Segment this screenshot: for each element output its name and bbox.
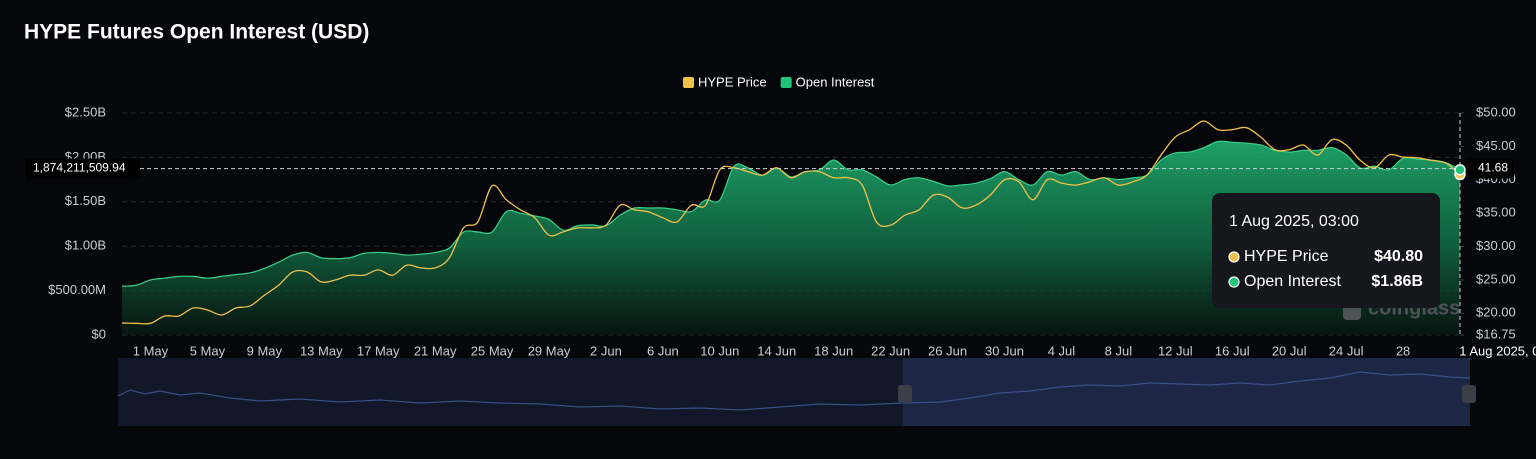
tooltip-title: 1 Aug 2025, 03:00 bbox=[1229, 213, 1359, 230]
x-tick-label: 6 Jun bbox=[647, 343, 679, 358]
y2-tick-label: $25.00 bbox=[1476, 271, 1516, 286]
x-tick-label: 17 May bbox=[357, 343, 400, 358]
x-tick-label: 25 May bbox=[471, 343, 514, 358]
overlay: 1 Aug 2025, 03:00coinglass1,874,211,509.… bbox=[26, 113, 1536, 358]
navigator-window[interactable] bbox=[903, 358, 1470, 426]
y2-tick-label: $30.00 bbox=[1476, 238, 1516, 253]
hover-point bbox=[1454, 164, 1466, 176]
tooltip-series-name: Open Interest bbox=[1244, 273, 1342, 290]
x-tick-label: 8 Jul bbox=[1105, 343, 1133, 358]
tooltip-value: $1.86B bbox=[1371, 273, 1423, 290]
crosshair-y2-box bbox=[1468, 158, 1514, 179]
x-tick-label: 30 Jun bbox=[985, 343, 1024, 358]
x-tick-label: 10 Jun bbox=[700, 343, 739, 358]
tooltip-dot bbox=[1228, 276, 1240, 288]
open-interest-area bbox=[122, 141, 1460, 335]
x-tick-label: 12 Jul bbox=[1158, 343, 1193, 358]
y2-tick-label: $45.00 bbox=[1476, 138, 1516, 153]
chart-title: HYPE Futures Open Interest (USD) bbox=[24, 21, 369, 44]
x-tick-label: 29 May bbox=[528, 343, 571, 358]
y-tick-label: $0 bbox=[92, 326, 106, 341]
x-tick-label: 16 Jul bbox=[1215, 343, 1250, 358]
plot-area bbox=[121, 120, 1461, 335]
y2-tick-label: $20.00 bbox=[1476, 305, 1516, 320]
x-tick-label: 1 May bbox=[133, 343, 169, 358]
tooltip-series-name: HYPE Price bbox=[1244, 248, 1329, 265]
navigator-handle[interactable] bbox=[1462, 385, 1476, 403]
tooltip-dot bbox=[1228, 251, 1240, 263]
legend-label[interactable]: Open Interest bbox=[796, 74, 875, 89]
legend-swatch[interactable] bbox=[683, 77, 694, 88]
x-tick-label: 26 Jun bbox=[928, 343, 967, 358]
y2-tick-label: $50.00 bbox=[1476, 104, 1516, 119]
open-interest-line bbox=[121, 140, 1461, 287]
tooltip-value: $40.80 bbox=[1374, 248, 1423, 265]
x-tick-label: 20 Jul bbox=[1272, 343, 1307, 358]
crosshair-y-label: 1,874,211,509.94 bbox=[33, 161, 126, 175]
x-tick-label: 13 May bbox=[300, 343, 343, 358]
x-tick-label: 5 May bbox=[190, 343, 226, 358]
navigator bbox=[117, 358, 1476, 426]
y2-tick-label: $35.00 bbox=[1476, 205, 1516, 220]
navigator-handle[interactable] bbox=[898, 385, 912, 403]
crosshair-y-box bbox=[26, 158, 140, 179]
y-tick-label: $1.50B bbox=[65, 193, 106, 208]
x-tick-label: 9 May bbox=[247, 343, 283, 358]
x-tick-label: 22 Jun bbox=[871, 343, 910, 358]
x-tick-label: 24 Jul bbox=[1329, 343, 1364, 358]
legend-label[interactable]: HYPE Price bbox=[698, 74, 767, 89]
crosshair-x-label: 1 Aug 2025, 03:00 bbox=[1459, 343, 1536, 358]
tooltip bbox=[1212, 193, 1440, 308]
x-tick-label: 14 Jun bbox=[757, 343, 796, 358]
y-tick-label: $2.50B bbox=[65, 104, 106, 119]
y2-tick-label: $16.75 bbox=[1476, 326, 1516, 341]
legend-swatch[interactable] bbox=[780, 77, 792, 88]
navigator-line bbox=[117, 371, 1471, 411]
crosshair-y2-label: 41.68 bbox=[1478, 161, 1508, 175]
y-tick-label: $500.00M bbox=[48, 282, 106, 297]
x-tick-label: 21 May bbox=[414, 343, 457, 358]
price-line bbox=[121, 120, 1461, 325]
x-tick-label: 18 Jun bbox=[814, 343, 853, 358]
x-tick-label: 4 Jul bbox=[1048, 343, 1076, 358]
x-tick-label: 28 bbox=[1396, 343, 1410, 358]
x-tick-label: 2 Jun bbox=[590, 343, 622, 358]
y-tick-label: $1.00B bbox=[65, 238, 106, 253]
legend: HYPE Price Open Interest bbox=[683, 74, 875, 89]
